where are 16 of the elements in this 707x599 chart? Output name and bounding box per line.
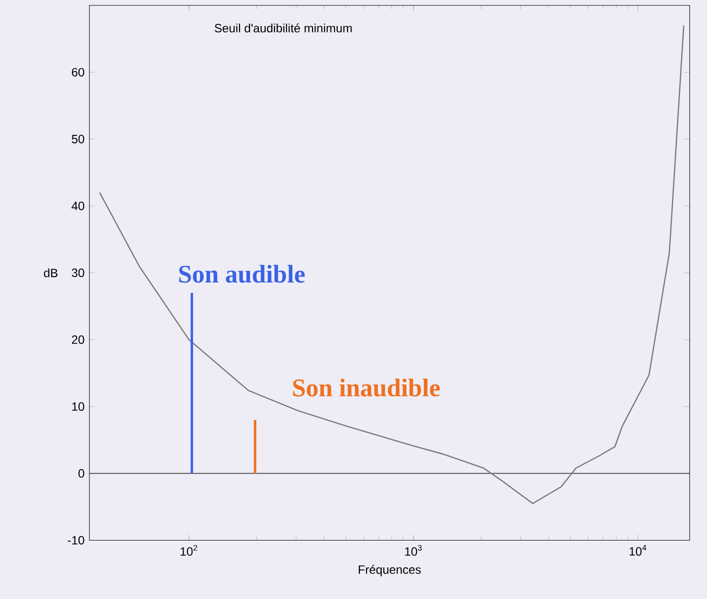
x-axis-title: Fréquences bbox=[358, 564, 421, 576]
y-tick-label: 60 bbox=[72, 68, 84, 76]
y-axis-title: dB bbox=[44, 268, 58, 278]
x-tick-label: 10$^{2}$ bbox=[180, 544, 198, 556]
y-tick-label: 30 bbox=[72, 268, 84, 278]
x-tick-label: 10$^{3}$ bbox=[405, 544, 422, 556]
series-label: Son audible bbox=[179, 264, 305, 283]
text: Seuil d'audibilité minimum bbox=[214, 23, 352, 32]
y-tick-label: 40 bbox=[72, 202, 84, 210]
series-label: Son inaudible bbox=[293, 378, 440, 397]
y-tick-label: 0 bbox=[78, 469, 84, 478]
y-tick-label: 20 bbox=[72, 335, 84, 344]
x-tick-label: 10$^{4}$ bbox=[630, 544, 646, 556]
y-tick-label: -10 bbox=[68, 536, 84, 545]
y-tick-label: 50 bbox=[72, 134, 84, 144]
y-tick-label: 10 bbox=[72, 402, 84, 411]
